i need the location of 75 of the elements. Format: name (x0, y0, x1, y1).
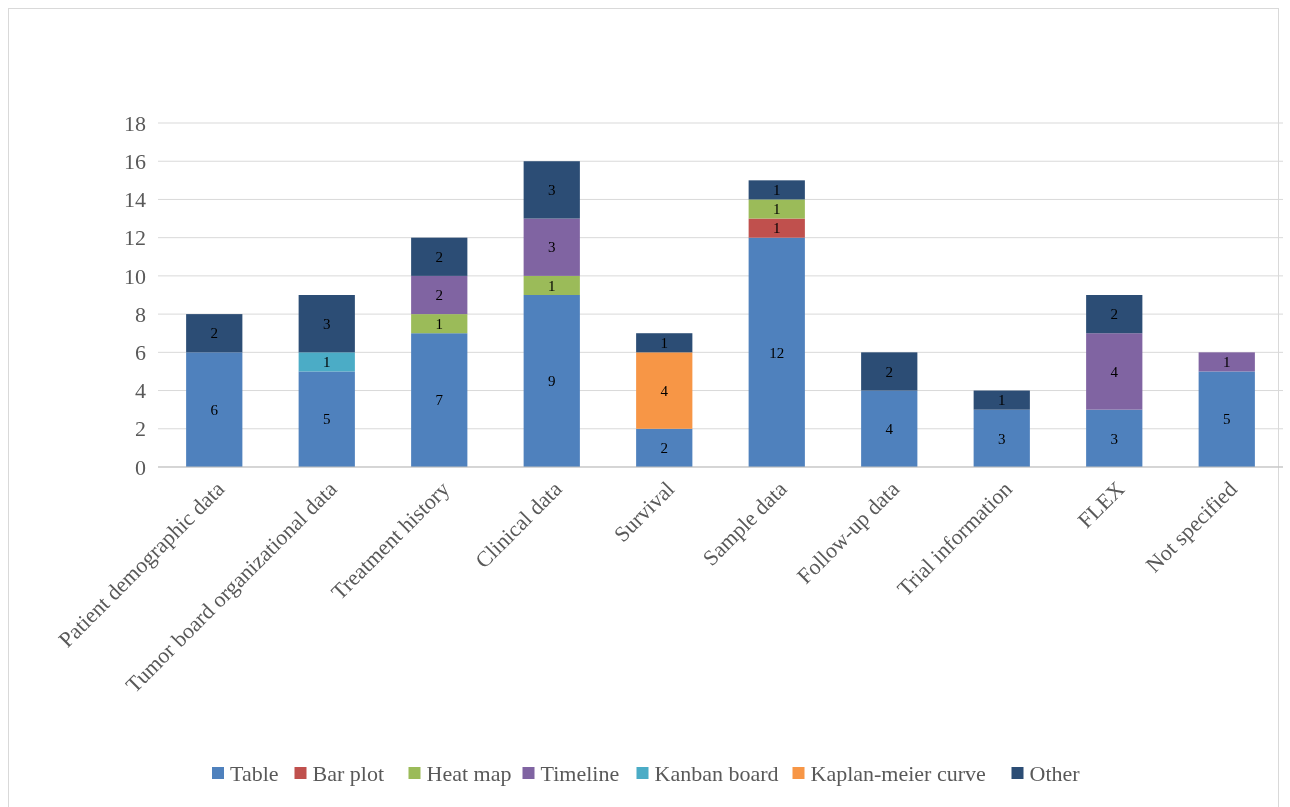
y-tick-label: 12 (124, 225, 146, 251)
y-tick-label: 6 (135, 340, 146, 366)
legend-label: Bar plot (312, 760, 384, 786)
data-label: 3 (998, 430, 1006, 447)
data-label: 2 (660, 440, 668, 457)
bar (411, 333, 468, 467)
data-label: 4 (660, 382, 669, 399)
data-label: 3 (548, 239, 556, 256)
data-label: 12 (769, 344, 785, 361)
data-label: 2 (435, 249, 443, 266)
data-label: 3 (1110, 430, 1118, 447)
bar (298, 371, 355, 467)
bar (1198, 352, 1255, 372)
data-label: 2 (1110, 306, 1118, 323)
data-label: 4 (1110, 363, 1119, 380)
bar (523, 218, 580, 276)
data-label: 2 (435, 287, 443, 304)
data-label: 1 (773, 182, 781, 199)
legend-label: Kanban board (654, 760, 779, 786)
bar (523, 161, 580, 219)
y-tick-label: 16 (124, 148, 146, 174)
data-label: 6 (210, 401, 219, 418)
legend-label: Other (1029, 760, 1081, 786)
y-tick-label: 8 (135, 301, 146, 327)
data-label: 1 (998, 392, 1006, 409)
data-label: 1 (1223, 354, 1231, 371)
data-label: 7 (435, 392, 444, 409)
bar (1086, 333, 1143, 410)
data-label: 4 (885, 421, 894, 438)
data-label: 2 (210, 325, 218, 342)
bar (748, 237, 805, 467)
y-tick-label: 14 (124, 187, 146, 213)
data-label: 1 (323, 354, 331, 371)
bar (411, 275, 468, 315)
bar (523, 295, 580, 467)
data-label: 1 (660, 335, 668, 352)
bar (1086, 409, 1143, 467)
bar (1198, 371, 1255, 467)
y-tick-label: 0 (135, 454, 146, 480)
data-label: 1 (773, 201, 781, 218)
bar (411, 314, 468, 334)
data-label: 3 (323, 315, 331, 332)
y-tick-label: 2 (135, 416, 146, 442)
bar (411, 237, 468, 276)
legend-label: Kaplan-meier curve (810, 760, 986, 786)
bar (748, 199, 805, 219)
bar (861, 390, 918, 467)
data-label: 1 (773, 220, 781, 237)
data-label: 3 (548, 182, 556, 199)
data-label: 9 (548, 373, 556, 390)
bar (298, 352, 355, 372)
bar (748, 180, 805, 200)
bar (636, 333, 693, 353)
legend-label: Timeline (540, 760, 620, 786)
legend-label: Heat map (426, 760, 512, 786)
bar (973, 390, 1030, 410)
y-tick-label: 4 (135, 378, 146, 404)
bar (636, 428, 693, 467)
bar (186, 352, 243, 467)
data-label: 5 (1223, 411, 1231, 428)
bar (1086, 295, 1143, 334)
y-tick-label: 18 (124, 110, 146, 136)
bar (748, 218, 805, 238)
data-label: 1 (435, 315, 443, 332)
bar (973, 409, 1030, 467)
bar (298, 295, 355, 353)
data-label: 5 (323, 411, 331, 428)
bar (523, 275, 580, 295)
bar (186, 314, 243, 353)
y-tick-label: 10 (124, 263, 146, 289)
bar (861, 352, 918, 391)
bar (636, 352, 693, 429)
legend-label: Table (230, 760, 279, 786)
data-label: 2 (885, 363, 893, 380)
data-label: 1 (548, 277, 556, 294)
